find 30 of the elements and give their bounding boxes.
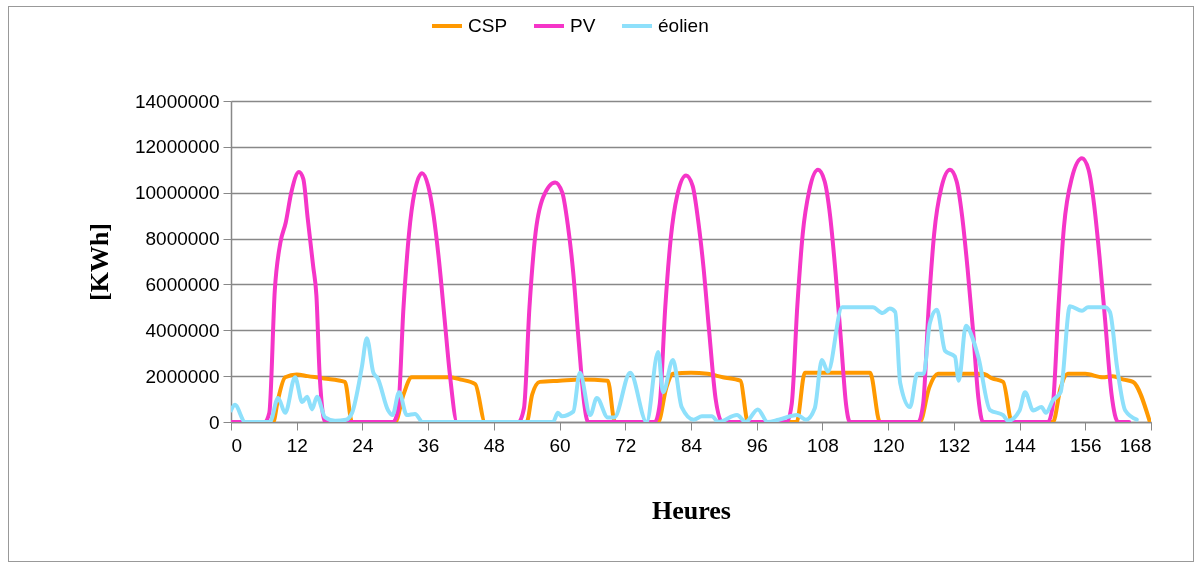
y-axis-title: [KWh] (84, 223, 114, 301)
legend-label: CSP (468, 15, 508, 36)
x-tick-label: 24 (352, 434, 374, 456)
line-series (231, 156, 1132, 422)
y-tick-label: 4000000 (145, 319, 220, 341)
y-tick-label: 6000000 (145, 273, 220, 295)
y-tick-label: 2000000 (145, 365, 220, 387)
y-tick-label: 0 (208, 411, 220, 433)
x-tick-label: 36 (418, 434, 440, 456)
y-tick-label: 12000000 (134, 136, 220, 158)
x-tick-label: 132 (938, 434, 971, 456)
legend-label: éolien (658, 15, 709, 36)
x-tick-label: 120 (872, 434, 905, 456)
y-tick-label: 8000000 (145, 228, 220, 250)
x-tick-label: 84 (680, 434, 703, 456)
x-axis-title: Heures (652, 495, 731, 525)
x-tick-label: 48 (483, 434, 505, 456)
y-tick-label: 10000000 (134, 182, 220, 204)
line-series (231, 304, 1139, 422)
x-tick-label: 60 (549, 434, 571, 456)
x-tick-label: 156 (1069, 434, 1102, 456)
legend-label: PV (570, 15, 596, 36)
x-tick-label: 168 (1119, 434, 1152, 456)
x-tick-label: 12 (286, 434, 308, 456)
y-tick-label: 14000000 (134, 90, 220, 112)
x-tick-label: 96 (746, 434, 768, 456)
x-tick-label: 144 (1004, 434, 1037, 456)
x-tick-label: 0 (231, 434, 243, 456)
x-tick-label: 72 (615, 434, 637, 456)
x-tick-label: 108 (807, 434, 839, 456)
